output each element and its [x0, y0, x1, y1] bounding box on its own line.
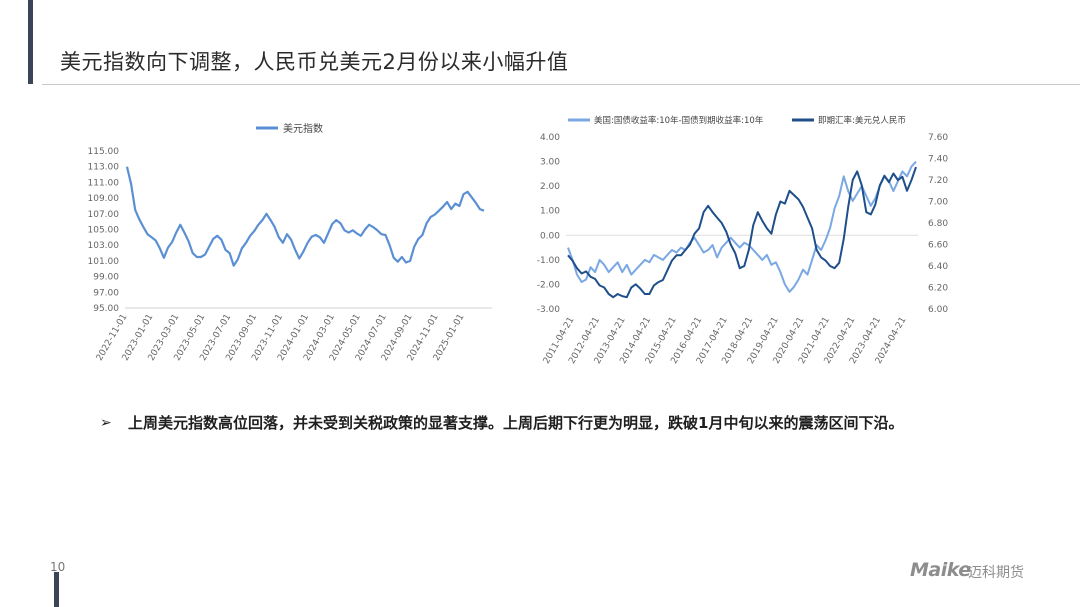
yield-spread-fx-chart: 美国:国债收益率:10年-国债到期收益率:10年 即期汇率:美元兑人民币 4.00 3…: [537, 115, 949, 366]
y-right-tick-label: 7.00: [928, 198, 948, 208]
y-left-tick-label: 0.00: [540, 231, 560, 241]
usd-index-chart: 美元指数 115.00 113.00 111.00 109.00 107.00 105.00…: [88, 122, 492, 363]
y-tick-label: 97.00: [93, 288, 119, 298]
slide-title: 美元指数向下调整，人民币兑美元2月份以来小幅升值: [60, 50, 569, 74]
bullet-point: ➢ 上周美元指数高位回落，并未受到关税政策的显著支撑。上周后期下行更为明显，跌破…: [100, 406, 960, 440]
y-left-tick-label: -3.00: [537, 305, 561, 315]
y-right-tick-label: 7.20: [928, 176, 948, 186]
title-divider: [42, 84, 1080, 85]
y-left-tick-label: -1.00: [537, 256, 561, 266]
y-left-tick-label: 4.00: [540, 133, 560, 143]
y-tick-label: 111.00: [88, 178, 120, 188]
bullet-arrow-icon: ➢: [100, 415, 112, 431]
y-tick-label: 95.00: [93, 304, 119, 314]
y-tick-label: 107.00: [88, 210, 120, 220]
logo-chinese-name: 迈科期货: [968, 565, 1024, 581]
legend-label-spread: 美国:国债收益率:10年-国债到期收益率:10年: [594, 115, 764, 126]
y-right-tick-label: 6.60: [928, 241, 948, 251]
series-line-usd-index: [125, 166, 485, 267]
y-right-tick-label: 6.80: [928, 219, 948, 229]
y-tick-label: 109.00: [88, 194, 120, 204]
logo-wordmark: Maike: [910, 559, 971, 581]
y-tick-label: 103.00: [88, 241, 120, 251]
y-right-tick-label: 7.40: [928, 155, 948, 165]
y-right-tick-label: 6.40: [928, 262, 948, 272]
accent-bar-bottom: [54, 572, 59, 607]
y-left-tick-label: 2.00: [540, 182, 560, 192]
y-left-tick-label: -2.00: [537, 280, 561, 290]
bullet-text: 上周美元指数高位回落，并未受到关税政策的显著支撑。上周后期下行更为明显，跌破1月…: [128, 414, 904, 432]
y-right-tick-label: 6.00: [928, 305, 948, 315]
y-tick-label: 99.00: [93, 273, 119, 283]
y-left-tick-label: 1.00: [540, 207, 560, 217]
series-line-spread: [567, 160, 917, 293]
y-tick-label: 115.00: [88, 147, 120, 157]
y-left-tick-label: 3.00: [540, 158, 560, 168]
accent-bar-top: [28, 0, 33, 84]
y-right-tick-label: 7.60: [928, 133, 948, 143]
y-tick-label: 113.00: [88, 163, 120, 173]
y-tick-label: 105.00: [88, 226, 120, 236]
y-right-tick-label: 6.20: [928, 284, 948, 294]
series-line-fx: [567, 166, 917, 299]
page-number: 10: [50, 560, 66, 574]
y-tick-label: 101.00: [88, 257, 120, 267]
legend-label-fx: 即期汇率:美元兑人民币: [818, 115, 906, 126]
legend-label: 美元指数: [283, 122, 323, 135]
